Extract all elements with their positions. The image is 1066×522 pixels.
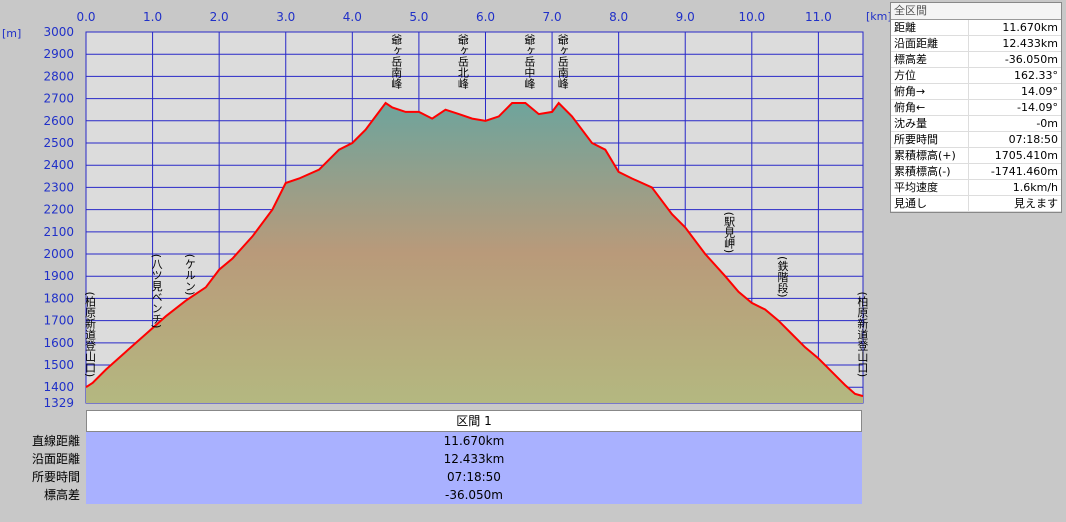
y-tick-label: 1329 [43, 396, 74, 410]
y-tick-label: 2600 [43, 114, 74, 128]
stats-row: 距離 11.670km [891, 20, 1061, 36]
section-value-surface-distance: 12.433km [443, 452, 505, 466]
stats-row: 沈み量 -0m [891, 116, 1061, 132]
stats-key: 距離 [891, 20, 969, 35]
stats-key: 平均速度 [891, 180, 969, 195]
waypoint-label: 爺ヶ岳南峰 [390, 33, 403, 89]
stats-value: 見えます [1014, 197, 1058, 210]
stats-key: 標高差 [891, 52, 969, 67]
stats-row: 俯角→ 14.09° [891, 84, 1061, 100]
y-tick-label: 1500 [43, 358, 74, 372]
y-tick-label: 2800 [43, 69, 74, 83]
x-tick-label: 7.0 [543, 10, 562, 24]
y-tick-label: 2700 [43, 92, 74, 106]
section-labels: 直線距離 沿面距離 所要時間 標高差 [0, 432, 80, 504]
section-label-distance: 直線距離 [31, 434, 80, 448]
stats-value: 12.433km [1002, 37, 1058, 50]
y-tick-label: 3000 [43, 25, 74, 39]
y-axis-ticks: 3000 2900 2800 2700 2600 2500 2400 2300 2200 2100… [43, 25, 74, 410]
section-value-time: 07:18:50 [447, 470, 501, 484]
waypoint-label: (駅見岬) [723, 212, 736, 254]
stats-value: 07:18:50 [1008, 133, 1058, 146]
elevation-area [85, 101, 864, 403]
y-tick-label: 2900 [43, 47, 74, 61]
waypoint-label: 爺ヶ岳北峰 [456, 33, 469, 89]
stats-value: 11.670km [1002, 21, 1058, 34]
section-label-time: 所要時間 [31, 470, 80, 484]
y-tick-label: 1900 [43, 269, 74, 283]
stats-row: 標高差 -36.050m [891, 52, 1061, 68]
waypoint-labels: (柏原新道登山口) (八ツ見ベンチ) (ケルン) 爺ヶ岳南峰 爺ヶ岳北峰 爺ヶ岳中峰 爺ヶ岳… [84, 33, 869, 377]
waypoint-label: (柏原新道登山口) [856, 292, 869, 378]
y-tick-label: 1800 [43, 291, 74, 305]
x-tick-label: 0.0 [76, 10, 95, 24]
x-tick-label: 2.0 [210, 10, 229, 24]
stats-row: 沿面距離 12.433km [891, 36, 1061, 52]
stats-value: -14.09° [1017, 101, 1058, 114]
stats-key: 俯角← [891, 100, 969, 115]
section-value-elevation-diff: -36.050m [444, 488, 503, 502]
stats-value: 1705.410m [994, 149, 1058, 162]
y-tick-label: 2200 [43, 203, 74, 217]
section-header: 区間 1 [86, 410, 862, 432]
x-unit-label: [km] [866, 10, 892, 23]
y-tick-label: 2400 [43, 158, 74, 172]
waypoint-label: (鉄階段) [776, 256, 789, 298]
stats-row: 方位 162.33° [891, 68, 1061, 84]
elevation-chart: 0.0 1.0 2.0 3.0 4.0 5.0 6.0 7.0 8.0 9.0 10.0 11.0 3… [2, 10, 892, 410]
y-tick-label: 2000 [43, 247, 74, 261]
stats-key: 累積標高(-) [891, 164, 969, 179]
stats-value: -36.050m [1004, 53, 1058, 66]
stats-key: 沿面距離 [891, 36, 969, 51]
y-tick-label: 1400 [43, 380, 74, 394]
x-tick-label: 6.0 [476, 10, 495, 24]
section-label-surface-distance: 沿面距離 [31, 452, 80, 466]
section-value-distance: 11.670km [443, 434, 505, 448]
waypoint-label: (ケルン) [183, 254, 196, 296]
x-tick-label: 11.0 [805, 10, 832, 24]
stats-key: 見通し [891, 196, 969, 211]
stats-value: 162.33° [1014, 69, 1058, 82]
stats-value: 14.09° [1021, 85, 1058, 98]
y-tick-label: 2300 [43, 180, 74, 194]
y-tick-label: 1700 [43, 314, 74, 328]
stats-value: 1.6km/h [1012, 181, 1058, 194]
waypoint-label: 爺ヶ岳中峰 [523, 33, 536, 89]
x-tick-label: 5.0 [409, 10, 428, 24]
x-tick-label: 8.0 [609, 10, 628, 24]
stats-row: 累積標高(-) -1741.460m [891, 164, 1061, 180]
stats-key: 沈み量 [891, 116, 969, 131]
x-axis-ticks: 0.0 1.0 2.0 3.0 4.0 5.0 6.0 7.0 8.0 9.0 10.0 11.0 [76, 10, 831, 24]
elevation-fill [86, 103, 863, 403]
y-unit-label: [m] [2, 27, 21, 40]
x-tick-label: 4.0 [343, 10, 362, 24]
stats-key: 方位 [891, 68, 969, 83]
stats-key: 俯角→ [891, 84, 969, 99]
stats-key: 累積標高(+) [891, 148, 969, 163]
stats-row: 累積標高(+) 1705.410m [891, 148, 1061, 164]
stats-row: 平均速度 1.6km/h [891, 180, 1061, 196]
stats-panel: 全区間 距離 11.670km 沿面距離 12.433km 標高差 -36.050m 方位 1… [890, 2, 1062, 213]
stats-row: 所要時間 07:18:50 [891, 132, 1061, 148]
waypoint-label: 爺ヶ岳南峰 [556, 33, 569, 89]
elevation-line [85, 101, 864, 398]
x-tick-label: 1.0 [143, 10, 162, 24]
stats-row: 俯角← -14.09° [891, 100, 1061, 116]
x-tick-label: 3.0 [276, 10, 295, 24]
stats-row: 見通し 見えます [891, 196, 1061, 212]
y-tick-label: 1600 [43, 336, 74, 350]
stats-title: 全区間 [891, 3, 1061, 20]
stats-key: 所要時間 [891, 132, 969, 147]
x-tick-label: 9.0 [676, 10, 695, 24]
x-tick-label: 10.0 [738, 10, 765, 24]
section-body: 11.670km 12.433km 07:18:50 -36.050m [86, 432, 862, 504]
section-label-elevation-diff: 標高差 [43, 488, 80, 502]
y-tick-label: 2500 [43, 136, 74, 150]
waypoint-label: (八ツ見ベンチ) [150, 254, 163, 329]
stats-value: -1741.460m [990, 165, 1058, 178]
y-tick-label: 2100 [43, 225, 74, 239]
waypoint-label: (柏原新道登山口) [84, 292, 97, 378]
stats-value: -0m [1036, 117, 1058, 130]
